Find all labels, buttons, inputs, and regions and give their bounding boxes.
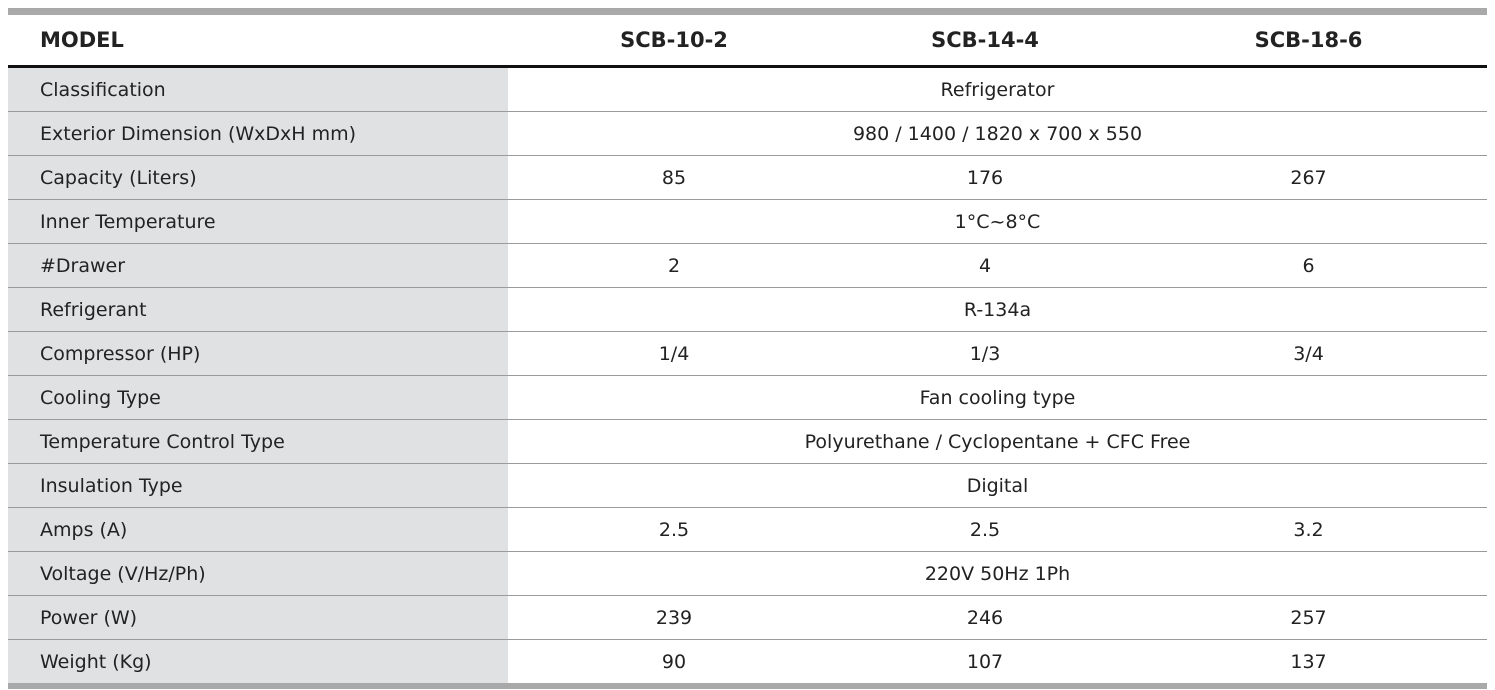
spec-value: R-134a: [508, 287, 1487, 332]
spec-value: 1/4: [508, 331, 840, 376]
spec-value: 980 / 1400 / 1820 x 700 x 550: [508, 111, 1487, 156]
spec-value: 85: [508, 155, 840, 200]
spec-label: Amps (A): [8, 507, 508, 552]
header-row: MODEL SCB-10-2 SCB-14-4 SCB-18-6: [8, 15, 1487, 68]
model-name: SCB-10-2: [508, 15, 840, 68]
spec-value: 137: [1130, 639, 1487, 683]
spec-value: 1/3: [840, 331, 1130, 376]
spec-value: 267: [1130, 155, 1487, 200]
spec-row: Power (W) 239 246 257: [8, 595, 1487, 640]
header-label: MODEL: [8, 15, 508, 68]
spec-label: Insulation Type: [8, 463, 508, 508]
spec-value: 90: [508, 639, 840, 683]
spec-row: Temperature Control Type Polyurethane / C…: [8, 419, 1487, 464]
spec-value: 1°C~8°C: [508, 199, 1487, 244]
spec-value: 2: [508, 243, 840, 288]
spec-value: 4: [840, 243, 1130, 288]
spec-label: Inner Temperature: [8, 199, 508, 244]
spec-label: Temperature Control Type: [8, 419, 508, 464]
spec-row: Cooling Type Fan cooling type: [8, 375, 1487, 420]
spec-value: 2.5: [508, 507, 840, 552]
spec-value: 107: [840, 639, 1130, 683]
spec-table: MODEL SCB-10-2 SCB-14-4 SCB-18-6 Classif…: [8, 15, 1487, 683]
spec-row: Compressor (HP) 1/4 1/3 3/4: [8, 331, 1487, 376]
spec-label: Weight (Kg): [8, 639, 508, 683]
spec-row: Amps (A) 2.5 2.5 3.2: [8, 507, 1487, 552]
spec-value: Refrigerator: [940, 78, 1055, 101]
spec-label: Power (W): [8, 595, 508, 640]
model-name: SCB-18-6: [1130, 15, 1487, 68]
spec-row: Weight (Kg) 90 107 137: [8, 639, 1487, 683]
spec-label: Refrigerant: [8, 287, 508, 332]
table-body: Classification Refrigerator Exterior Dimen…: [8, 66, 1487, 683]
spec-label: Exterior Dimension (WxDxH mm): [8, 111, 508, 156]
spec-label: Capacity (Liters): [8, 155, 508, 200]
spec-value: 220V 50Hz 1Ph: [508, 551, 1487, 596]
spec-row: Refrigerant R-134a: [8, 287, 1487, 332]
spec-row: Inner Temperature 1°C~8°C: [8, 199, 1487, 244]
spec-label: Voltage (V/Hz/Ph): [8, 551, 508, 596]
spec-value: 6: [1130, 243, 1487, 288]
spec-value: 257: [1130, 595, 1487, 640]
spec-label: Classification: [8, 66, 508, 112]
spec-value: 239: [508, 595, 840, 640]
spec-label: Compressor (HP): [8, 331, 508, 376]
spec-value: Polyurethane / Cyclopentane + CFC Free: [508, 419, 1487, 464]
spec-row: Insulation Type Digital: [8, 463, 1487, 508]
spec-value: 246: [840, 595, 1130, 640]
spec-row: #Drawer 2 4 6: [8, 243, 1487, 288]
spec-value: Digital: [508, 463, 1487, 508]
spec-label: #Drawer: [8, 243, 508, 288]
model-name: SCB-14-4: [840, 15, 1130, 68]
spec-value: 176: [840, 155, 1130, 200]
spec-value: 2.5: [840, 507, 1130, 552]
spec-value: Fan cooling type: [508, 375, 1487, 420]
spec-table-frame: MODEL SCB-10-2 SCB-14-4 SCB-18-6 Classif…: [8, 8, 1487, 689]
spec-value: 3/4: [1130, 331, 1487, 376]
spec-row: Exterior Dimension (WxDxH mm) 980 / 1400 …: [8, 111, 1487, 156]
spec-row: Voltage (V/Hz/Ph) 220V 50Hz 1Ph: [8, 551, 1487, 596]
spec-label: Cooling Type: [8, 375, 508, 420]
spec-row: Capacity (Liters) 85 176 267: [8, 155, 1487, 200]
spec-value: 3.2: [1130, 507, 1487, 552]
spec-row: Classification Refrigerator: [8, 66, 1487, 112]
